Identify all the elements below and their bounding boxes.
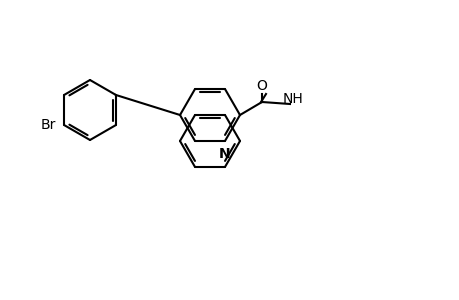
Text: O: O — [256, 79, 267, 93]
Text: NH: NH — [282, 92, 303, 106]
Text: N: N — [218, 147, 230, 161]
Text: Br: Br — [40, 118, 56, 132]
